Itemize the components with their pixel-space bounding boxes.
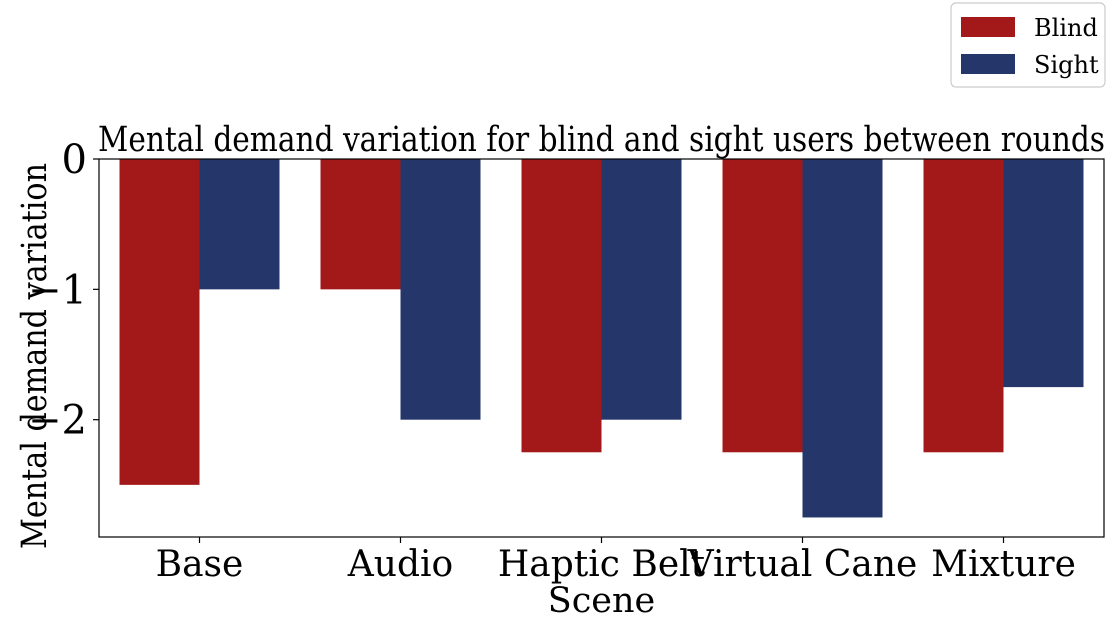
y-tick-label: −2 xyxy=(28,398,87,444)
legend-swatch-blind xyxy=(961,17,1015,37)
bar-blind-audio xyxy=(320,159,401,290)
bar-sight-audio xyxy=(400,159,481,420)
y-axis-label: Mental demand variation xyxy=(15,163,55,549)
legend-label-blind: Blind xyxy=(1034,14,1098,42)
chart-title: Mental demand variation for blind and si… xyxy=(98,120,1105,160)
x-tick-label: Audio xyxy=(347,544,453,585)
x-axis-label: Scene xyxy=(548,581,656,621)
bar-blind-base xyxy=(119,159,200,485)
bar-sight-haptic-belt xyxy=(601,159,682,420)
y-tick-label: −1 xyxy=(28,267,87,313)
y-tick-label: 0 xyxy=(62,137,87,183)
x-tick-label: Virtual Cane xyxy=(687,544,918,585)
x-tick-label: Mixture xyxy=(931,544,1076,585)
x-tick-label: Base xyxy=(156,544,244,585)
bar-sight-base xyxy=(199,159,280,290)
x-tick-label: Haptic Belt xyxy=(498,544,706,585)
legend-label-sight: Sight xyxy=(1034,51,1099,79)
bar-blind-haptic-belt xyxy=(521,159,602,453)
legend: Blind Sight xyxy=(950,2,1106,88)
bar-blind-virtual-cane xyxy=(722,159,803,453)
bar-sight-virtual-cane xyxy=(802,159,883,518)
legend-swatch-sight xyxy=(961,54,1015,74)
bar-sight-mixture xyxy=(1003,159,1084,388)
bar-blind-mixture xyxy=(923,159,1004,453)
bars-layer xyxy=(119,159,1084,518)
